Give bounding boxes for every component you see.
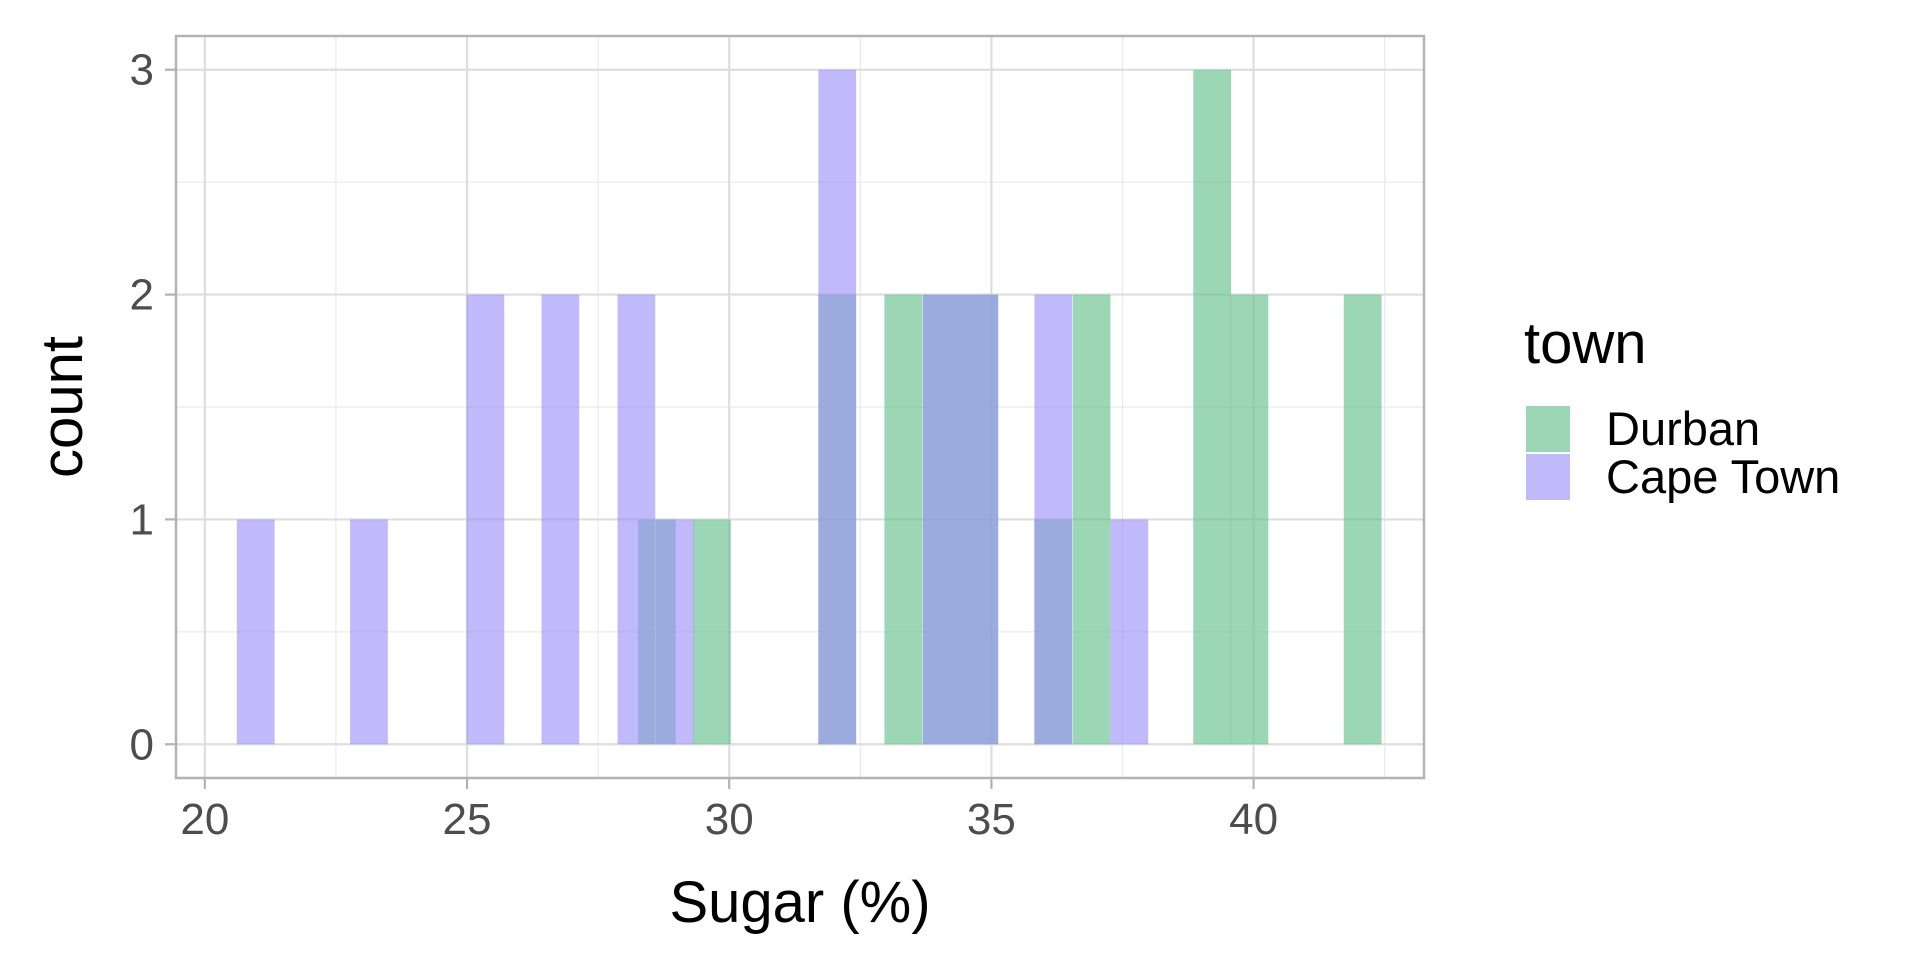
plot-panel — [174, 34, 1426, 780]
bar-durban — [1343, 294, 1382, 745]
x-tick-label: 25 — [443, 795, 492, 844]
bar-durban — [693, 519, 731, 745]
x-tick-label: 35 — [967, 795, 1016, 844]
legend-key-durban — [1526, 406, 1570, 452]
bar-cape-town — [466, 294, 505, 745]
bar-durban — [1193, 69, 1232, 745]
y-axis-title: count — [30, 336, 95, 478]
bar-cape-town — [1110, 519, 1149, 745]
bar-cape-town — [655, 519, 694, 745]
legend-label-durban: Durban — [1606, 402, 1760, 455]
panel-border — [174, 34, 1426, 780]
bar-cape-town — [617, 294, 656, 745]
x-tick-label: 30 — [705, 795, 754, 844]
legend-title: town — [1524, 311, 1647, 376]
bar-cape-town — [350, 519, 388, 745]
bar-cape-town — [922, 294, 961, 745]
x-tick-label: 40 — [1229, 795, 1278, 844]
legend-label-cape-town: Cape Town — [1606, 450, 1840, 503]
bar-durban — [1072, 294, 1111, 745]
y-tick-label: 2 — [130, 271, 154, 320]
histogram-bars — [236, 69, 1382, 745]
x-axis: 20 25 30 35 40 — [180, 778, 1278, 844]
bar-cape-town — [1034, 294, 1073, 745]
y-axis: 0 1 2 3 — [130, 46, 176, 769]
bar-durban — [884, 294, 923, 745]
y-tick-label: 0 — [130, 720, 154, 769]
x-axis-title: Sugar (%) — [669, 870, 930, 935]
bar-durban — [1230, 294, 1269, 745]
legend-key-cape-town — [1526, 454, 1570, 500]
y-tick-label: 3 — [130, 46, 154, 95]
bar-cape-town — [541, 294, 580, 745]
x-tick-label: 20 — [180, 795, 229, 844]
bar-cape-town — [960, 294, 999, 745]
y-tick-label: 1 — [130, 495, 154, 544]
bar-cape-town — [818, 69, 857, 745]
bar-cape-town — [236, 519, 275, 745]
